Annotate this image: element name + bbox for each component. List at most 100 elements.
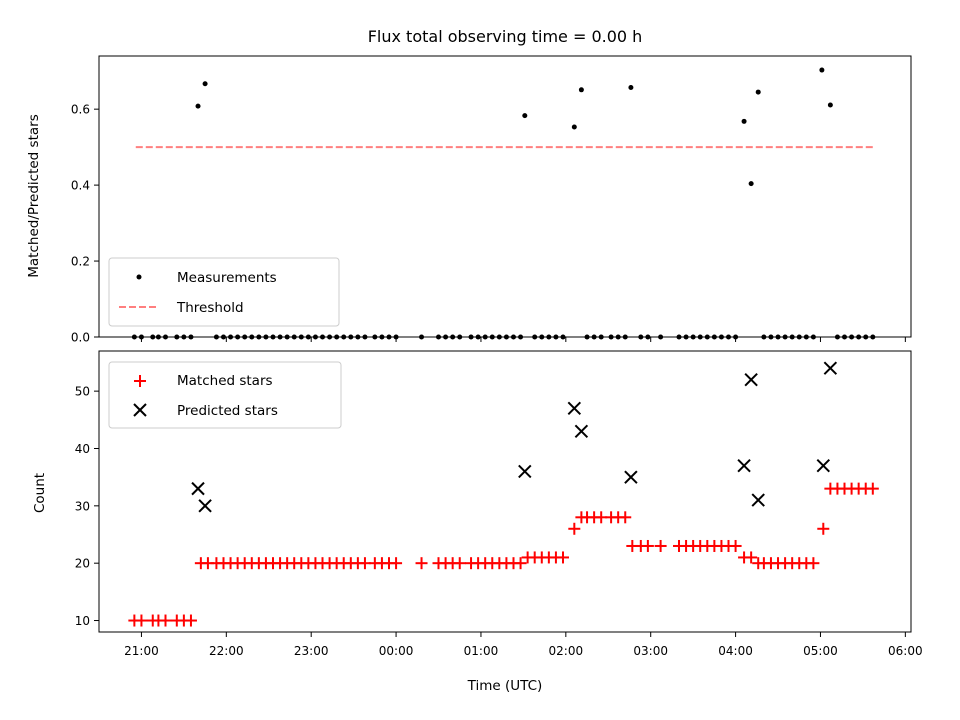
matched-star-point <box>557 551 569 564</box>
matched-star-point <box>159 614 172 627</box>
legend-label-matched: Matched stars <box>177 373 273 389</box>
measurement-point <box>475 334 481 340</box>
measurement-point <box>348 334 354 340</box>
matched-star-point <box>729 539 742 552</box>
measurement-point <box>591 334 597 340</box>
legend-label-predicted: Predicted stars <box>177 403 278 419</box>
measurement-point <box>608 334 614 340</box>
measurement-point <box>277 334 283 340</box>
x-tick-label: 05:00 <box>803 644 838 658</box>
measurement-point <box>188 334 194 340</box>
measurement-point <box>174 334 180 340</box>
measurement-point <box>810 334 816 340</box>
measurement-point <box>598 334 604 340</box>
measurement-point <box>803 334 809 340</box>
measurement-point <box>711 334 717 340</box>
measurement-point <box>539 334 545 340</box>
matched-star-point <box>514 557 527 570</box>
predicted-star-point <box>823 361 838 375</box>
measurement-point <box>796 334 802 340</box>
measurement-point <box>150 334 156 340</box>
measurement-point <box>819 67 825 73</box>
measurement-point <box>482 334 488 340</box>
matched-star-point <box>453 557 466 570</box>
measurement-point <box>213 334 219 340</box>
predicted-star-point <box>198 499 212 513</box>
measurement-point <box>704 334 710 340</box>
measurement-point <box>419 334 425 340</box>
matched-star-point <box>619 511 632 524</box>
bottom-legend-box <box>108 361 342 429</box>
predicted-star-point <box>574 424 589 438</box>
measurement-point <box>676 334 682 340</box>
top-ticks: 0.0 0.2 0.4 0.6 <box>71 103 906 345</box>
matched-star-point <box>817 522 830 535</box>
x-axis-label: Time (UTC) <box>467 678 543 694</box>
legend-marker-matched <box>134 375 146 387</box>
x-tick-label: 23:00 <box>294 644 329 658</box>
measurement-point <box>235 334 241 340</box>
matched-star-point <box>135 614 148 627</box>
predicted-star-point <box>751 493 765 507</box>
legend-marker-measurements <box>136 274 142 280</box>
top-y-axis-label: Matched/Predicted stars <box>26 114 42 277</box>
measurement-point <box>697 334 703 340</box>
predicted-star-point <box>737 458 751 473</box>
measurement-point <box>327 334 333 340</box>
measurement-point <box>489 334 495 340</box>
top-legend: Measurements Threshold <box>108 257 340 327</box>
x-tick-label: 01:00 <box>464 644 499 658</box>
measurement-point <box>202 81 208 87</box>
predicted-star-point <box>816 458 830 473</box>
measurement-point <box>761 334 767 340</box>
measurement-point <box>131 334 137 340</box>
x-tick-label: 02:00 <box>549 644 584 658</box>
measurement-point <box>683 334 689 340</box>
top-y-tick-label: 0.6 <box>71 103 90 117</box>
panel-ratio: Matched/Predicted stars 0.0 0.2 0.4 0.6 Mea… <box>26 55 912 345</box>
measurement-point <box>768 334 774 340</box>
predicted-star-point <box>567 401 582 416</box>
matched-star-point <box>390 557 403 570</box>
measurement-point <box>863 334 869 340</box>
measurement-point <box>468 334 474 340</box>
matched-star-point <box>184 614 197 627</box>
measurement-point <box>242 334 248 340</box>
measurement-point <box>849 334 855 340</box>
measurement-point <box>733 334 739 340</box>
measurement-point <box>341 334 347 340</box>
bottom-y-tick-label: 30 <box>75 499 90 513</box>
measurement-point <box>856 334 862 340</box>
measurement-point <box>450 334 456 340</box>
bottom-y-axis-label: Count <box>32 473 48 513</box>
measurement-point <box>249 334 255 340</box>
measurement-point <box>386 334 392 340</box>
measurement-point <box>741 118 747 124</box>
measurement-point <box>578 87 584 93</box>
matched-star-point <box>654 539 667 552</box>
measurement-point <box>834 334 840 340</box>
matched-star-point <box>807 557 820 570</box>
x-tick-label: 03:00 <box>633 644 668 658</box>
measurement-point <box>256 334 262 340</box>
measurement-point <box>362 334 368 340</box>
x-tick-label: 00:00 <box>379 644 414 658</box>
measurement-point <box>532 334 538 340</box>
measurement-point <box>291 334 297 340</box>
measurement-point <box>263 334 269 340</box>
legend-label-threshold: Threshold <box>176 300 244 316</box>
measurement-point <box>522 113 528 119</box>
measurement-point <box>571 124 577 130</box>
measurement-point <box>870 334 876 340</box>
measurement-point <box>195 103 201 109</box>
top-y-tick-label: 0.0 <box>71 331 90 345</box>
measurement-point <box>181 334 187 340</box>
legend-label-measurements: Measurements <box>177 270 277 286</box>
measurement-point <box>312 334 318 340</box>
matched-star-point <box>641 539 654 552</box>
measurement-point <box>334 334 340 340</box>
measurement-point <box>372 334 378 340</box>
measurement-point <box>162 334 168 340</box>
measurement-point <box>496 334 502 340</box>
panel-counts: Count Time (UTC) 21:00 22:00 23:00 00:00 01:… <box>32 350 923 694</box>
